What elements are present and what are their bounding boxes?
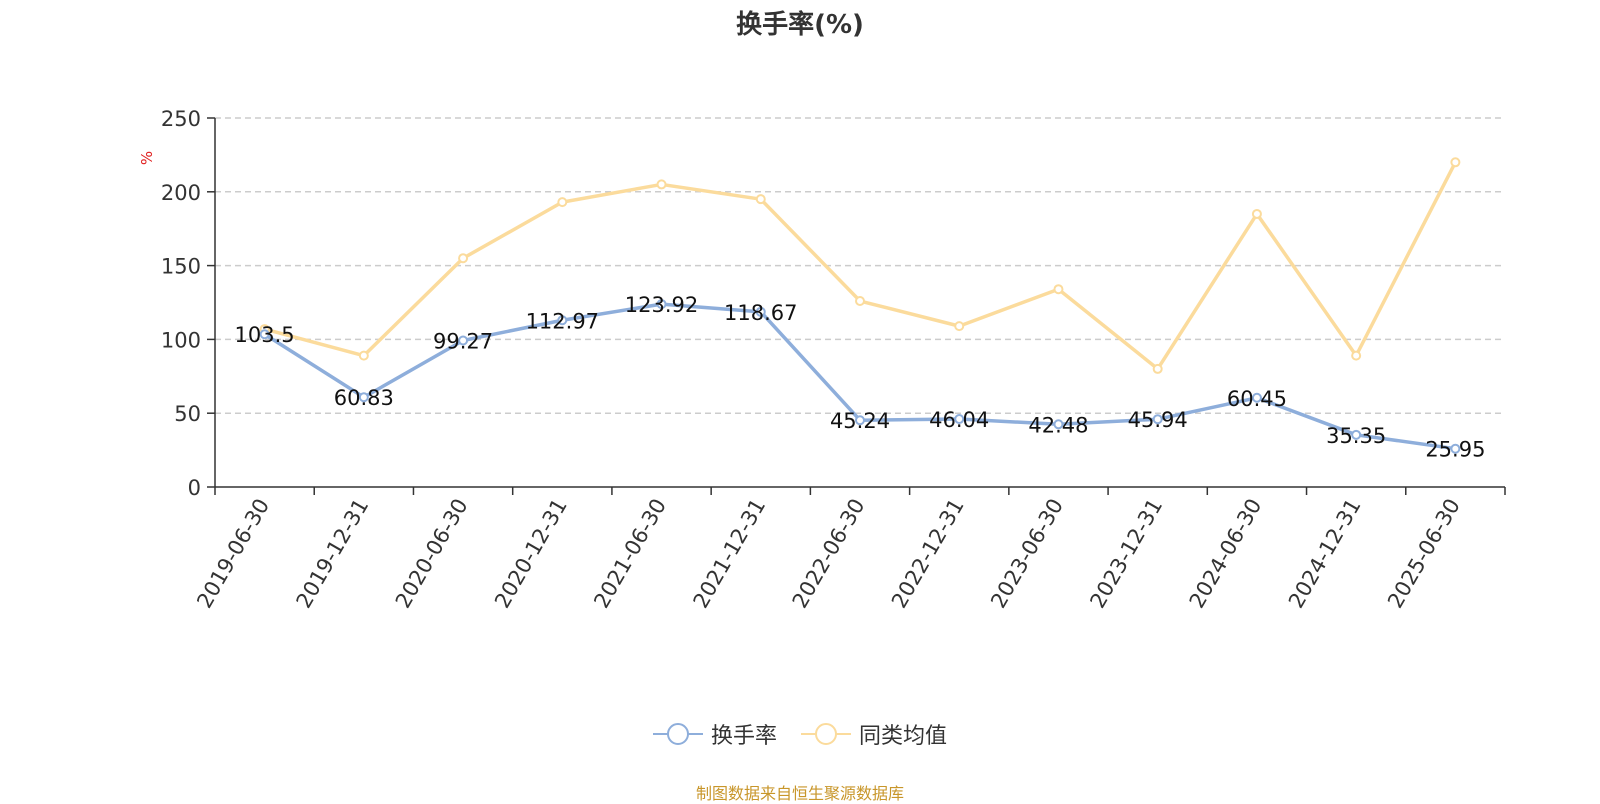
legend-swatch-peer-average [801,722,851,746]
data-point-turnover [1351,429,1362,440]
data-point-turnover [855,415,865,426]
data-label: 60.45 [1227,387,1287,411]
x-tick-label: 2020-12-31 [490,495,572,613]
data-point-turnover [458,335,469,346]
legend-swatch-turnover [652,722,703,746]
data-point-turnover [656,299,667,310]
x-tick-label: 2019-12-31 [292,495,374,613]
x-tick-label: 2019-06-30 [192,495,274,613]
data-point-peer-average [1251,208,1262,219]
data-point-turnover [954,414,965,425]
data-label: 42.48 [1028,413,1088,437]
y-tick-label: 250 [161,107,201,131]
legend-label-peer-average: 同类均值 [859,724,948,749]
legend-item-turnover[interactable]: 换手率 [652,718,777,750]
x-tick-label: 2020-06-30 [391,494,473,612]
data-label: 45.94 [1128,408,1188,432]
data-point-peer-average [954,321,965,332]
data-label: 103.5 [235,323,295,347]
data-point-turnover [1053,419,1064,430]
x-tick-label: 2022-12-31 [887,494,969,612]
data-point-turnover [358,392,369,403]
y-tick-label: 100 [161,328,201,352]
data-source-note: 制图数据来自恒生聚源数据库 [695,784,904,803]
data-point-turnover [755,306,766,317]
data-point-peer-average [557,197,568,208]
data-point-peer-average [855,296,865,307]
data-label: 35.35 [1326,424,1386,448]
data-point-turnover [1450,443,1461,454]
data-point-turnover [557,315,568,326]
legend-label-turnover: 换手率 [710,724,777,749]
y-tick-label: 0 [188,476,201,500]
x-tick-label: 2021-12-31 [688,495,770,613]
data-point-peer-average [755,194,766,205]
chart-legend: 换手率 同类均值 [0,718,1600,750]
data-label: 45.24 [830,409,890,433]
x-tick-label: 2022-06-30 [788,495,870,613]
chart-title: 换手率(%) [736,10,864,40]
data-point-peer-average [458,253,469,264]
data-label: 99.27 [433,329,493,353]
data-point-peer-average [656,179,667,190]
data-label: 46.04 [929,408,989,432]
x-tick-label: 2023-12-31 [1085,495,1167,613]
data-point-peer-average [1053,284,1064,295]
y-tick-label: 50 [174,402,201,426]
x-tick-label: 2025-06-30 [1383,495,1465,613]
x-tick-label: 2024-12-31 [1284,495,1366,613]
data-point-peer-average [1450,157,1461,168]
data-point-turnover [1251,392,1262,403]
data-label: 112.97 [526,309,599,333]
data-point-turnover [259,329,270,340]
x-tick-label: 2024-06-30 [1185,495,1267,613]
y-axis-unit-label: % [138,151,156,165]
x-tick-label: 2023-06-30 [986,495,1068,613]
data-label: 25.95 [1425,438,1485,462]
y-tick-label: 200 [161,181,201,205]
data-point-peer-average [1152,363,1163,374]
data-label: 123.92 [625,293,698,317]
data-label: 118.67 [724,301,797,325]
data-point-peer-average [358,350,369,361]
x-tick-label: 2021-06-30 [589,495,671,613]
legend-item-peer-average[interactable]: 同类均值 [801,718,947,750]
data-label: 60.83 [334,386,394,410]
y-tick-label: 150 [161,255,201,279]
data-point-turnover [1152,414,1163,425]
data-point-peer-average [1351,350,1362,361]
